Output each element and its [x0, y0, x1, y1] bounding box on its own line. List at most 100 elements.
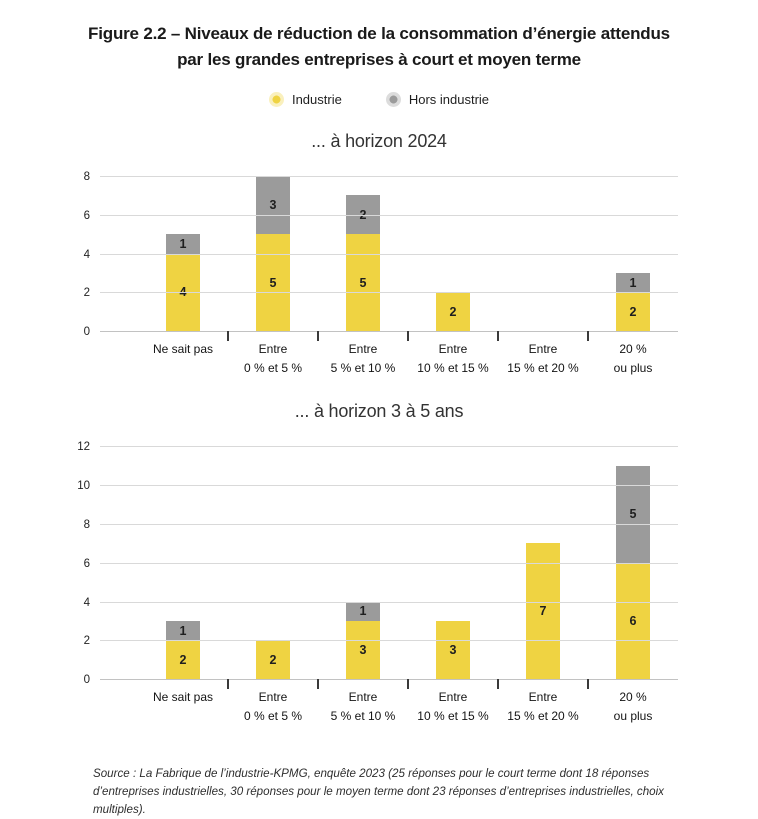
bar-column: 25	[318, 177, 408, 332]
legend-item-hors-industrie: Hors industrie	[385, 92, 490, 107]
x-axis-tick	[497, 331, 499, 342]
gridline	[100, 485, 678, 487]
bar-value-label: 2	[449, 304, 457, 319]
bar-segment-industrie: 2	[166, 640, 200, 680]
bar-value-label: 6	[629, 613, 637, 628]
x-labels: Ne sait pas Entre 0 % et 5 % Entre 5 % et …	[138, 332, 678, 377]
bar-segment-hors-industrie: 3	[256, 176, 290, 235]
gridline	[100, 176, 678, 177]
x-axis-label: Entre 15 % et 20 %	[507, 690, 579, 723]
bar-segment-industrie: 3	[346, 620, 380, 680]
source-note: Source : La Fabrique de l’industrie-KPMG…	[93, 767, 664, 817]
chart-title: ... à horizon 2024	[311, 131, 447, 151]
bar-column: 7	[498, 447, 588, 680]
bar-column: 2	[408, 177, 498, 332]
x-axis-tick	[587, 331, 589, 342]
y-axis-label: 4	[83, 596, 90, 609]
gridline	[100, 601, 678, 603]
bar-value-label: 2	[179, 652, 187, 667]
bar-segment-industrie: 3	[436, 620, 470, 680]
bar-value-label: 1	[629, 275, 637, 290]
bar-stack: 25	[346, 195, 380, 332]
bar-segment-industrie: 7	[526, 543, 560, 680]
bar-value-label: 3	[449, 643, 457, 658]
y-axis-label: 6	[83, 209, 90, 222]
bar-value-label: 2	[269, 652, 277, 667]
bar-stack: 7	[526, 543, 560, 680]
bar-segment-industrie: 2	[256, 640, 290, 680]
bar-segment-industrie: 2	[616, 292, 650, 332]
bar-segment-hors-industrie: 1	[166, 234, 200, 254]
x-axis-label: Entre 10 % et 15 %	[417, 690, 489, 723]
legend-label-industrie: Industrie	[291, 92, 342, 107]
bar-segment-industrie: 2	[436, 292, 470, 332]
x-axis-label: Ne sait pas	[152, 342, 214, 357]
gridline	[100, 214, 678, 216]
y-axis-label: 2	[83, 287, 90, 300]
gridline	[100, 292, 678, 294]
bar-stack: 3	[436, 620, 470, 680]
x-axis-label: Entre 5 % et 10 %	[330, 690, 396, 723]
bar-value-label: 5	[269, 275, 277, 290]
gridline	[100, 523, 678, 525]
x-axis-tick	[497, 679, 499, 690]
legend: Industrie Hors industrie	[0, 92, 758, 107]
x-labels: Ne sait pas Entre 0 % et 5 % Entre 5 % et …	[138, 680, 678, 725]
x-axis-label: Entre 0 % et 5 %	[243, 342, 303, 375]
x-axis-tick	[407, 679, 409, 690]
bar-segment-industrie: 6	[616, 562, 650, 680]
gridline	[100, 562, 678, 564]
y-axis-label: 10	[77, 480, 90, 493]
bar-segment-hors-industrie: 1	[166, 620, 200, 641]
bar-segment-hors-industrie: 1	[616, 273, 650, 293]
bar-segment-hors-industrie: 5	[616, 465, 650, 563]
bar-stack: 2	[436, 292, 470, 332]
chart-title: ... à horizon 3 à 5 ans	[294, 401, 464, 422]
bar-value-label: 1	[359, 604, 367, 619]
x-axis-tick	[227, 331, 229, 342]
bar-stack: 14	[166, 234, 200, 332]
x-axis-tick	[227, 679, 229, 690]
bar-segment-hors-industrie: 1	[346, 601, 380, 621]
legend-item-industrie: Industrie	[268, 92, 342, 107]
y-axis-label: 6	[83, 557, 90, 570]
x-axis-label: 20 % ou plus	[613, 690, 653, 723]
bar-segment-industrie: 5	[346, 234, 380, 332]
x-axis-label: Entre 15 % et 20 %	[507, 342, 579, 375]
y-axis-label: 0	[83, 326, 90, 339]
y-axis-label: 8	[83, 518, 90, 531]
bar-value-label: 3	[359, 643, 367, 658]
x-axis-label: Entre 5 % et 10 %	[330, 342, 396, 375]
legend-label-hors-industrie: Hors industrie	[408, 92, 490, 107]
bar-value-label: 2	[629, 304, 637, 319]
y-axis-label: 0	[83, 674, 90, 687]
bar-value-label: 1	[179, 623, 187, 638]
industrie-dot-icon	[268, 92, 284, 107]
x-axis-tick	[317, 679, 319, 690]
figure-title: Figure 2.2 – Niveaux de réduction de la …	[88, 24, 670, 69]
bar-value-label: 1	[179, 236, 187, 251]
gridline	[100, 446, 678, 448]
bar-value-label: 5	[629, 507, 637, 522]
x-axis-label: Entre 0 % et 5 %	[243, 690, 303, 723]
x-axis-label: Entre 10 % et 15 %	[417, 342, 489, 375]
bar-column: 3	[408, 447, 498, 680]
y-axis-label: 4	[83, 248, 90, 261]
bar-segment-hors-industrie: 2	[346, 195, 380, 235]
x-axis-label: 20 % ou plus	[613, 342, 653, 375]
x-axis-tick	[587, 679, 589, 690]
gridline	[100, 640, 678, 642]
